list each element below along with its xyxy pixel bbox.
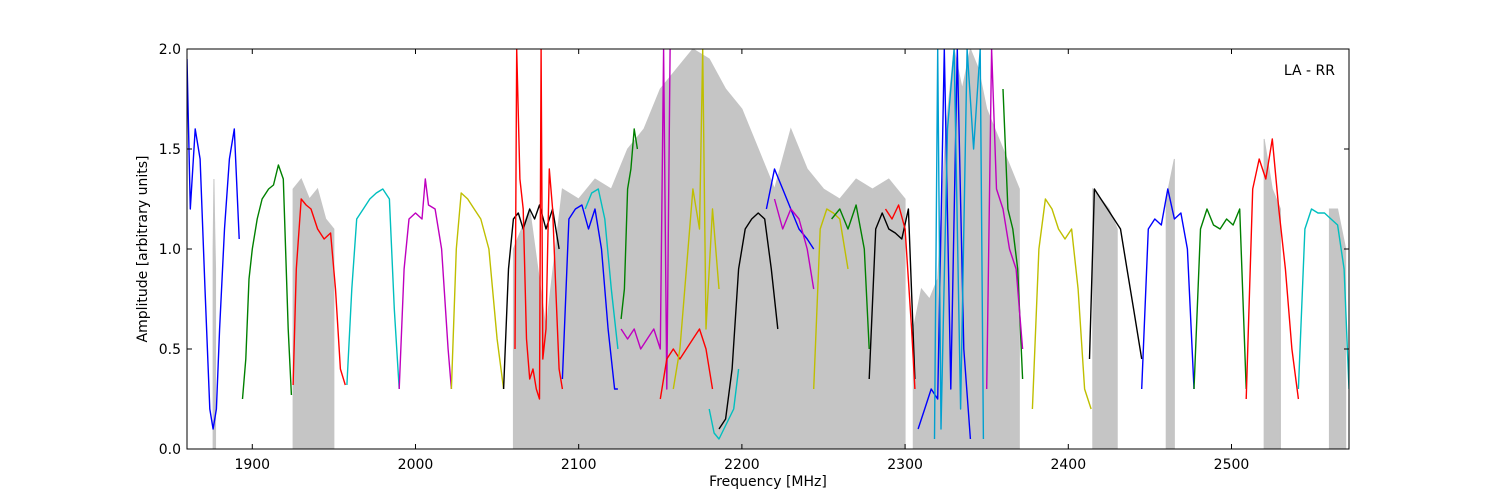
series-line-21 [884,204,916,390]
x-tick-label: 2100 [561,457,597,473]
series-line-20 [868,208,916,380]
background-band-0 [212,178,217,449]
x-tick-label: 2200 [724,457,760,473]
series-line-30 [1245,138,1300,400]
y-axis-label: Amplitude [arbitrary units] [135,156,151,343]
background-band-6 [1263,138,1281,449]
series-line-9 [584,188,619,350]
x-tick-label: 2300 [887,457,923,473]
baseline-annotation: LA - RR [1284,63,1335,79]
series-line-22 [917,49,972,440]
y-tick-label: 2.0 [159,42,181,58]
series-line-7 [514,49,564,400]
x-tick-label: 2500 [1214,457,1250,473]
plot-area [187,49,1349,449]
series-line-31 [1297,208,1349,390]
x-tick-label: 2000 [398,457,434,473]
series-line-2 [292,198,346,386]
series-line-26 [1031,198,1092,410]
background-band-2 [512,49,906,449]
series-line-10 [620,128,639,320]
y-tick-label: 0.5 [159,342,181,358]
series-line-3 [346,188,400,390]
series-line-5 [450,192,505,390]
x-tick-label: 2400 [1050,457,1086,473]
series-line-25 [986,49,1024,390]
series-line-13 [672,49,720,390]
background-band-7 [1328,208,1347,449]
series-line-1 [241,164,293,400]
series-line-4 [398,178,453,390]
series-line-11 [620,49,671,390]
background-band-5 [1165,158,1175,449]
y-tick-label: 1.5 [159,142,181,158]
series-line-12 [659,328,714,400]
x-axis-label: Frequency [MHz] [709,474,827,490]
series-line-27 [1088,188,1143,360]
series-line-8 [561,204,618,390]
y-tick-label: 0.0 [159,442,181,458]
series-line-18 [813,208,849,390]
series-line-28 [1141,188,1195,390]
series-line-14 [708,368,740,440]
series-line-29 [1193,208,1247,390]
y-tick-label: 1.0 [159,242,181,258]
series-line-17 [773,198,815,290]
x-tick-label: 1900 [234,457,270,473]
series-line-0 [187,58,240,430]
background-band-4 [1092,187,1118,449]
series-line-23 [933,49,985,440]
series-line-15 [718,212,779,430]
series-line-19 [831,204,870,350]
background-band-1 [292,178,335,449]
